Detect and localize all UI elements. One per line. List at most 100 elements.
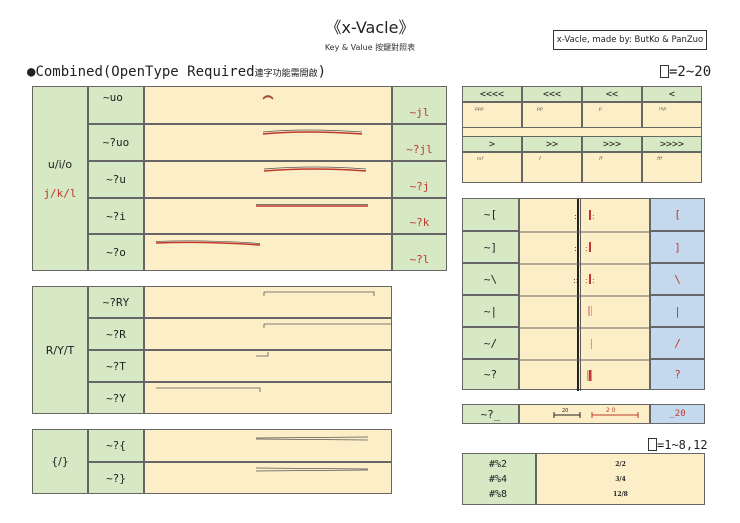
- heading-close: ): [317, 64, 327, 80]
- barline-out: [: [650, 198, 705, 231]
- dyn-key: >: [462, 136, 522, 152]
- measure-out: _20: [650, 404, 705, 424]
- glyph-cell: [144, 318, 392, 350]
- dyn-val: p: [582, 102, 642, 128]
- hash-note-text: =1~8,12: [657, 438, 708, 452]
- barline-out: ?: [650, 359, 705, 390]
- glyph-cell: [144, 198, 392, 234]
- group-ryt-label: R/Y/T: [32, 286, 88, 414]
- key-cell: ~?u: [88, 161, 144, 198]
- heading-main: Combined(OpenType Required: [35, 64, 255, 80]
- glyph-cell: [144, 286, 392, 318]
- out-cell: ~?jl: [392, 124, 447, 161]
- time-sig-key: #%2: [489, 458, 508, 470]
- q-note: =2~20: [660, 64, 711, 80]
- glyph-cell: [144, 234, 392, 271]
- hairpin-close-glyph: [255, 467, 369, 472]
- dyn-key: <<<<: [462, 86, 522, 102]
- key-cell: ~?T: [88, 350, 144, 382]
- time-sig-vals: 2/2 3/4 12/8: [536, 453, 705, 505]
- bracket-both-glyph: [263, 291, 375, 296]
- dyn-val: mf: [462, 152, 522, 183]
- key-cell: ~?i: [88, 198, 144, 234]
- glyph-cell: [144, 350, 392, 382]
- dyn-key: <: [642, 86, 702, 102]
- bullet-icon: ●: [27, 64, 36, 80]
- key-cell: ~?uo: [88, 124, 144, 161]
- barline-key: ~|: [462, 295, 519, 327]
- barline-out: /: [650, 327, 705, 359]
- dyn-key: <<: [582, 86, 642, 102]
- dyn-key: >>>>: [642, 136, 702, 152]
- time-sig-val: 2/2: [615, 460, 626, 468]
- glyph-cell: [144, 382, 392, 414]
- measure-bar-glyph: [553, 412, 639, 418]
- bracket-tail-glyph: [256, 352, 269, 357]
- placeholder-box-icon: [660, 65, 669, 78]
- barline-out: |: [650, 295, 705, 327]
- measure-num-plain: 20: [562, 408, 569, 414]
- slur-long-glyph: [262, 129, 363, 135]
- dyn-val: fff: [642, 152, 702, 183]
- barline-key: ~/: [462, 327, 519, 359]
- barline-key: ~\: [462, 263, 519, 295]
- placeholder-box-icon: [648, 438, 657, 451]
- key-cell: ~?RY: [88, 286, 144, 318]
- slur-short-glyph: [262, 95, 274, 100]
- dyn-key: >>: [522, 136, 582, 152]
- dyn-key: <<<: [522, 86, 582, 102]
- dyn-val: ff: [582, 152, 642, 183]
- barline-key: ~[: [462, 198, 519, 231]
- dyn-val: f: [522, 152, 582, 183]
- barline-key: ~]: [462, 231, 519, 263]
- out-cell: ~?l: [392, 234, 447, 271]
- dyn-key: >>>: [582, 136, 642, 152]
- time-sig-keys: #%2 #%4 #%8: [462, 453, 536, 505]
- time-sig-key: #%4: [489, 473, 508, 485]
- glyph-cell: [144, 161, 392, 198]
- group-uio-label-main: u/i/o: [47, 157, 73, 171]
- time-sig-val: 12/8: [613, 490, 628, 498]
- section-heading: ●Combined(OpenType Required連字功能需開啟): [27, 64, 326, 80]
- barline-glyph-column: : : : : :: ::: [519, 198, 651, 391]
- group-uio-label: u/i/o j/k/l: [32, 86, 88, 271]
- key-cell: ~?{: [88, 429, 144, 462]
- q-note-text: =2~20: [669, 64, 712, 80]
- page-subtitle: Key & Value 按鍵對照表: [324, 43, 416, 52]
- glyph-cell: [144, 462, 392, 494]
- glyph-cell: [144, 429, 392, 462]
- svg-text::: :: [592, 276, 595, 285]
- line-mid-glyph: [256, 204, 368, 207]
- key-cell: ~?o: [88, 234, 144, 271]
- heading-note: 連字功能需開啟: [254, 69, 318, 79]
- slur-upper-glyph: [263, 166, 367, 172]
- measure-num-red: 2 0: [606, 407, 616, 414]
- credit-box: x-Vacle, made by: ButKo & PanZuo: [553, 30, 707, 50]
- out-cell: ~jl: [392, 86, 447, 124]
- out-cell: ~?j: [392, 161, 447, 198]
- svg-text::: :: [574, 244, 577, 253]
- bracket-left-glyph: [156, 387, 261, 392]
- svg-text::: :: [574, 212, 577, 221]
- group-uio-label-alt: j/k/l: [43, 186, 77, 200]
- bracket-right-glyph: [263, 323, 392, 328]
- dyn-val: mp: [642, 102, 702, 128]
- group-braces-label: {/}: [32, 429, 88, 494]
- svg-text::: :: [585, 276, 588, 285]
- out-cell: ~?k: [392, 198, 447, 234]
- glyph-cell: [144, 124, 392, 161]
- svg-text:::: ::: [573, 276, 578, 285]
- slur-low-glyph: [155, 240, 261, 246]
- barline-key: ~?: [462, 359, 519, 390]
- time-sig-val: 3/4: [615, 475, 626, 483]
- measure-key: ~?_: [462, 404, 519, 424]
- key-cell: ~uo: [88, 86, 144, 124]
- measure-glyph-cell: 20 2 0: [519, 404, 650, 424]
- svg-text::: :: [585, 244, 588, 253]
- page-title: 《x-Vacle》: [325, 18, 415, 37]
- key-cell: ~?}: [88, 462, 144, 494]
- barline-out: \: [650, 263, 705, 295]
- barline-glyphs: : : : : :: ::: [520, 199, 651, 391]
- svg-text::: :: [592, 212, 595, 221]
- dyn-val: pp: [522, 102, 582, 128]
